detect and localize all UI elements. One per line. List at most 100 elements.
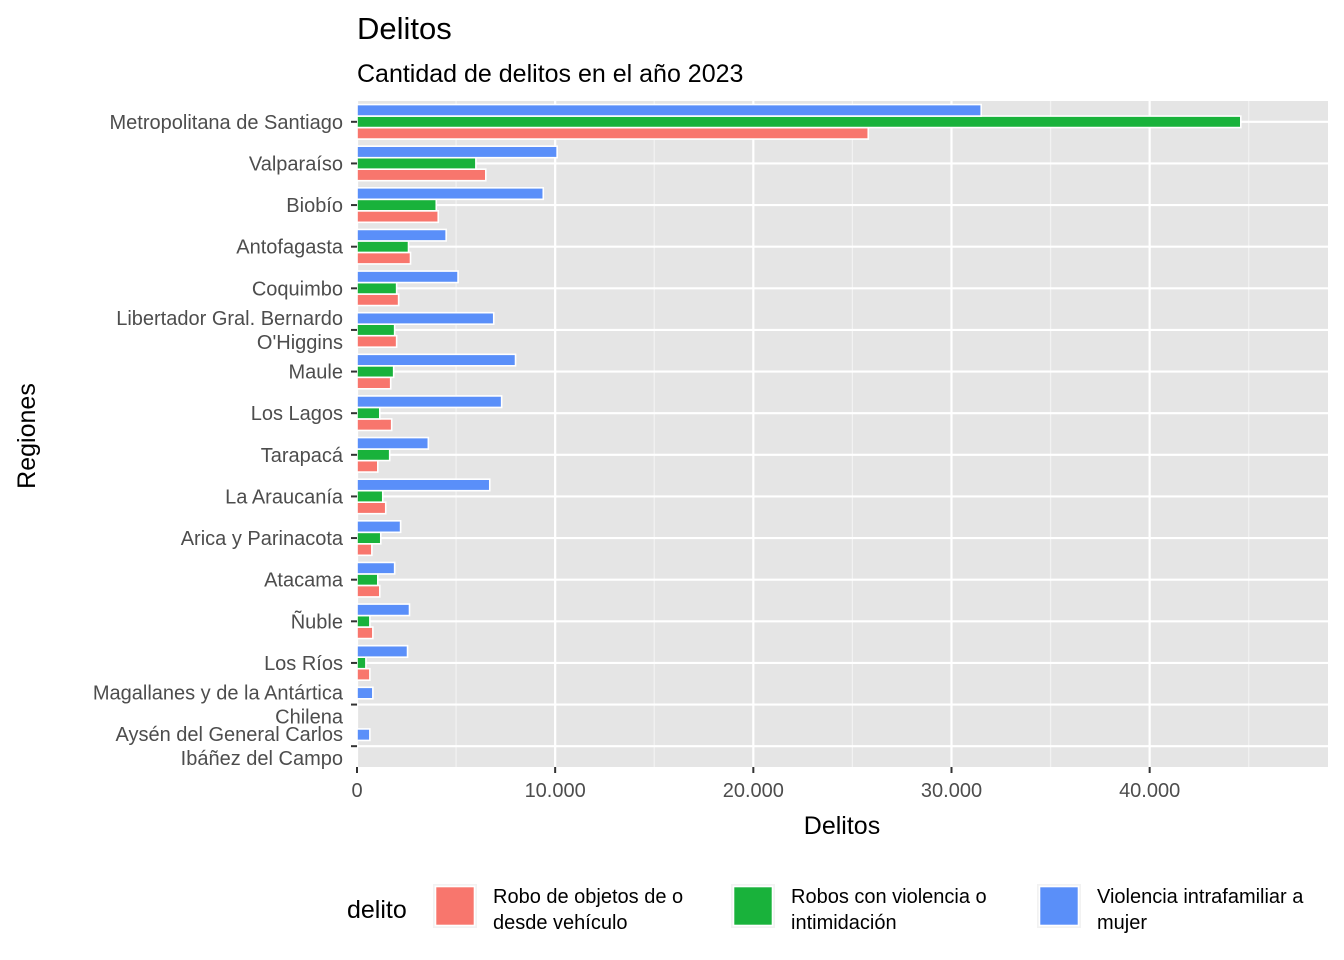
- y-tick-label: Valparaíso: [249, 153, 343, 175]
- bar: [356, 334, 398, 348]
- y-tick-label-line: Ibáñez del Campo: [181, 748, 343, 770]
- bar: [356, 436, 430, 450]
- x-tick-label: 20.000: [723, 780, 784, 802]
- y-tick-label: Biobío: [286, 195, 343, 217]
- y-tick-label: Tarapacá: [261, 445, 344, 467]
- y-tick-label: Los Ríos: [264, 653, 343, 675]
- bar: [356, 228, 447, 242]
- y-tick-label-line: Antofagasta: [236, 237, 344, 259]
- bar: [356, 156, 477, 170]
- y-tick-label: Los Lagos: [251, 403, 343, 425]
- bar: [356, 395, 503, 409]
- y-tick-label-line: Tarapacá: [261, 445, 344, 467]
- legend-label-line: Robos con violencia o: [791, 886, 987, 908]
- bar: [356, 115, 1242, 129]
- x-tick-label: 0: [351, 780, 362, 802]
- y-tick-label-line: Libertador Gral. Bernardo: [116, 308, 343, 330]
- legend: delito Robo de objetos de o desde vehícul…: [347, 884, 1304, 934]
- y-tick-label: Atacama: [264, 570, 344, 592]
- bar: [356, 489, 384, 503]
- y-tick-label-line: Los Ríos: [264, 653, 343, 675]
- y-tick-label-line: Maule: [289, 362, 343, 384]
- y-tick-label-line: O'Higgins: [257, 332, 343, 354]
- x-tick-label: 10.000: [525, 780, 586, 802]
- x-axis-title: Delitos: [804, 812, 880, 840]
- y-tick-label: Ñuble: [291, 609, 343, 633]
- y-tick-label: Libertador Gral. Bernardo O'Higgins: [116, 308, 343, 354]
- bar: [356, 281, 398, 295]
- bar: [356, 543, 373, 557]
- y-tick-label-line: Ñuble: [291, 609, 343, 633]
- bar: [356, 561, 396, 575]
- y-tick-label-line: La Araucanía: [225, 486, 344, 508]
- legend-label-line: desde vehículo: [493, 912, 628, 934]
- bar: [356, 251, 412, 265]
- legend-label: Violencia intrafamiliar a mujer: [1097, 886, 1304, 934]
- y-tick-label: Antofagasta: [236, 237, 344, 259]
- y-tick-label: Maule: [289, 362, 343, 384]
- bar: [356, 686, 374, 700]
- bar: [356, 667, 371, 681]
- bar: [356, 478, 491, 492]
- bar: [356, 573, 379, 587]
- legend-key: [434, 885, 476, 927]
- y-tick-label-line: Magallanes y de la Antártica: [93, 683, 344, 705]
- legend-label-line: mujer: [1097, 912, 1147, 934]
- bar: [356, 656, 367, 670]
- legend-key: [1038, 885, 1080, 927]
- legend-title: delito: [347, 896, 407, 924]
- plot-panel: [357, 101, 1328, 767]
- bar: [356, 353, 517, 367]
- y-tick-label: Coquimbo: [252, 278, 343, 300]
- bar: [356, 603, 411, 617]
- y-tick-label-line: Aysén del General Carlos: [115, 724, 343, 746]
- bar: [356, 728, 371, 742]
- bar: [356, 240, 410, 254]
- bar: [356, 531, 382, 545]
- x-axis: 0 10.000 20.000 30.000 40.000: [351, 767, 1180, 802]
- bar: [356, 626, 374, 640]
- y-tick-label-line: Metropolitana de Santiago: [110, 112, 344, 134]
- bar: [356, 198, 438, 212]
- chart-subtitle: Cantidad de delitos en el año 2023: [357, 60, 743, 88]
- bar: [356, 210, 440, 224]
- y-tick-label-line: Los Lagos: [251, 403, 343, 425]
- bar: [356, 614, 371, 628]
- bar: [356, 406, 381, 420]
- bars: [356, 103, 1242, 742]
- bar: [356, 459, 379, 473]
- bar: [356, 168, 487, 182]
- bar: [356, 520, 402, 534]
- y-tick-label: Aysén del General Carlos Ibáñez del Campo: [115, 724, 343, 770]
- bar: [356, 644, 409, 658]
- y-tick-label: Arica y Parinacota: [181, 528, 344, 550]
- legend-label-line: Robo de objetos de o: [493, 886, 683, 908]
- chart-title: Delitos: [357, 11, 452, 46]
- legend-key: [732, 885, 774, 927]
- y-axis-title: Regiones: [13, 383, 41, 489]
- y-tick-label-line: Coquimbo: [252, 278, 343, 300]
- y-tick-label: Metropolitana de Santiago: [110, 112, 344, 134]
- bar: [356, 323, 396, 337]
- x-tick-label: 30.000: [921, 780, 982, 802]
- y-tick-label: Magallanes y de la Antártica Chilena: [93, 683, 344, 729]
- y-tick-label-line: Valparaíso: [249, 153, 343, 175]
- x-tick-label: 40.000: [1119, 780, 1180, 802]
- grid-minor: [455, 101, 1250, 767]
- bar: [356, 376, 392, 390]
- bar: [356, 293, 400, 307]
- bar: [356, 187, 545, 201]
- legend-label: Robo de objetos de o desde vehículo: [493, 886, 683, 934]
- bar: [356, 103, 983, 117]
- legend-label-line: intimidación: [791, 912, 897, 934]
- bar: [356, 270, 459, 284]
- bar: [356, 418, 393, 432]
- bar: [356, 365, 395, 379]
- legend-label: Robos con violencia o intimidación: [791, 886, 987, 934]
- bar: [356, 448, 391, 462]
- bar: [356, 311, 495, 325]
- y-tick-label-line: Atacama: [264, 570, 344, 592]
- y-tick-label-line: Chilena: [275, 707, 344, 729]
- legend-label-line: Violencia intrafamiliar a: [1097, 886, 1304, 908]
